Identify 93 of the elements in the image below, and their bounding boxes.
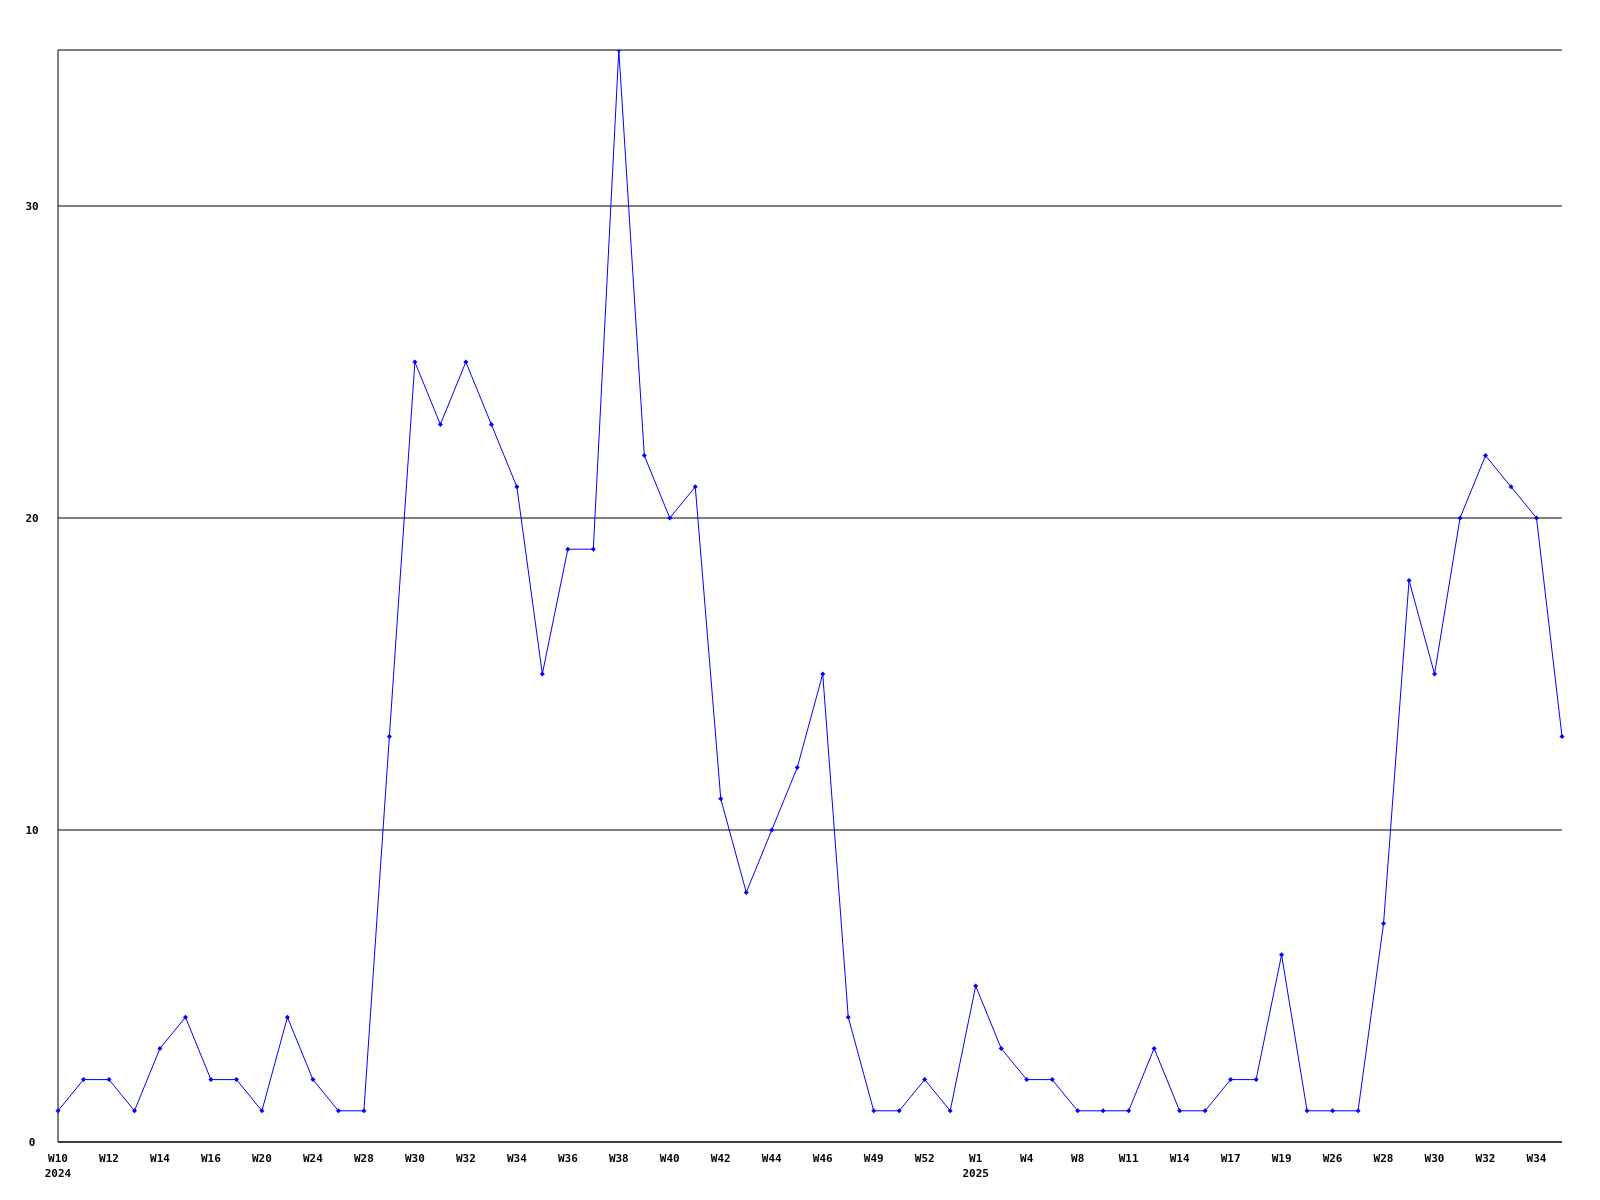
point bbox=[284, 1014, 290, 1020]
x-tick-label: W17 bbox=[1220, 1152, 1241, 1165]
point bbox=[412, 359, 418, 365]
point bbox=[514, 484, 520, 490]
point bbox=[769, 827, 775, 833]
y-tick-label: 10 bbox=[25, 823, 39, 837]
point bbox=[1304, 1108, 1310, 1114]
point bbox=[386, 733, 392, 739]
x-tick-label: W44 bbox=[761, 1152, 783, 1165]
x-tick-label: W32 bbox=[455, 1152, 476, 1165]
point bbox=[590, 546, 596, 552]
point bbox=[310, 1077, 316, 1083]
point bbox=[743, 889, 749, 895]
point bbox=[233, 1077, 239, 1083]
x-tick-label: W11 bbox=[1118, 1152, 1139, 1165]
point bbox=[157, 1045, 163, 1051]
x-tick-label: W49 bbox=[863, 1152, 884, 1165]
point bbox=[794, 765, 800, 771]
point bbox=[871, 1108, 877, 1114]
point bbox=[539, 671, 545, 677]
point bbox=[973, 983, 979, 989]
x-tick-label: W20 bbox=[251, 1152, 272, 1165]
x-tick-label: W16 bbox=[201, 1152, 222, 1165]
x-tick-label: W14 bbox=[1169, 1152, 1190, 1165]
point bbox=[259, 1108, 265, 1114]
x-tick-label: W38 bbox=[608, 1152, 629, 1165]
x-tick-label: W36 bbox=[557, 1152, 579, 1165]
x-tick-label: W30 bbox=[1424, 1152, 1445, 1165]
x-tick-label: W34 bbox=[1526, 1152, 1547, 1165]
point bbox=[1483, 453, 1489, 459]
x-tick-label: W40 bbox=[659, 1152, 680, 1165]
x-tick-label: W28 bbox=[353, 1152, 374, 1165]
point bbox=[1330, 1108, 1336, 1114]
point bbox=[361, 1108, 367, 1114]
point bbox=[998, 1045, 1004, 1051]
point bbox=[667, 515, 673, 521]
point bbox=[1228, 1077, 1234, 1083]
point bbox=[1457, 515, 1463, 521]
x-tick-label: W42 bbox=[710, 1152, 731, 1165]
x-tick-label: W24 bbox=[302, 1152, 324, 1165]
point bbox=[1432, 671, 1438, 677]
point bbox=[845, 1014, 851, 1020]
point bbox=[182, 1014, 188, 1020]
x-tick-label: W30 bbox=[404, 1152, 425, 1165]
point bbox=[1151, 1045, 1157, 1051]
x-tick-label: W46 bbox=[812, 1152, 834, 1165]
point bbox=[1508, 484, 1514, 490]
x-tick-label: W52 bbox=[914, 1152, 935, 1165]
point bbox=[208, 1077, 214, 1083]
point bbox=[1279, 952, 1285, 958]
point bbox=[641, 453, 647, 459]
point bbox=[896, 1108, 902, 1114]
x-tick-label: W14 bbox=[150, 1152, 171, 1165]
x-tick-label: W12 bbox=[99, 1152, 119, 1165]
point bbox=[565, 546, 571, 552]
x-tick-label: W4 bbox=[1020, 1152, 1034, 1165]
point bbox=[55, 1108, 61, 1114]
point bbox=[463, 359, 469, 365]
x-tick-label: W34 bbox=[506, 1152, 528, 1165]
point bbox=[1253, 1077, 1259, 1083]
x-tick-label: W19 bbox=[1271, 1152, 1292, 1165]
y-tick-label: 0 bbox=[28, 1135, 36, 1149]
y-tick-label: 30 bbox=[25, 199, 39, 213]
point bbox=[1100, 1108, 1106, 1114]
point bbox=[1049, 1077, 1055, 1083]
point bbox=[106, 1077, 112, 1083]
point bbox=[437, 421, 443, 427]
x-tick-label: W10 2024 bbox=[44, 1152, 72, 1180]
x-tick-label: W1 2025 bbox=[962, 1152, 989, 1180]
point bbox=[922, 1077, 928, 1083]
point bbox=[1075, 1108, 1081, 1114]
x-tick-label: W26 bbox=[1322, 1152, 1343, 1165]
point bbox=[1177, 1108, 1183, 1114]
point bbox=[1126, 1108, 1132, 1114]
point bbox=[1355, 1108, 1361, 1114]
point bbox=[1406, 577, 1412, 583]
y-tick-label: 20 bbox=[25, 511, 39, 525]
x-tick-label: W28 bbox=[1373, 1152, 1394, 1165]
point bbox=[1559, 733, 1565, 739]
point bbox=[1534, 515, 1540, 521]
point bbox=[718, 796, 724, 802]
point bbox=[820, 671, 826, 677]
point bbox=[692, 484, 698, 490]
point bbox=[131, 1108, 137, 1114]
x-tick-label: W8 bbox=[1071, 1152, 1085, 1165]
point bbox=[80, 1077, 86, 1083]
x-tick-label: W32 bbox=[1475, 1152, 1496, 1165]
point bbox=[488, 421, 494, 427]
point bbox=[1024, 1077, 1030, 1083]
point bbox=[335, 1108, 341, 1114]
point bbox=[1381, 921, 1387, 927]
point bbox=[947, 1108, 953, 1114]
point bbox=[1202, 1108, 1208, 1114]
